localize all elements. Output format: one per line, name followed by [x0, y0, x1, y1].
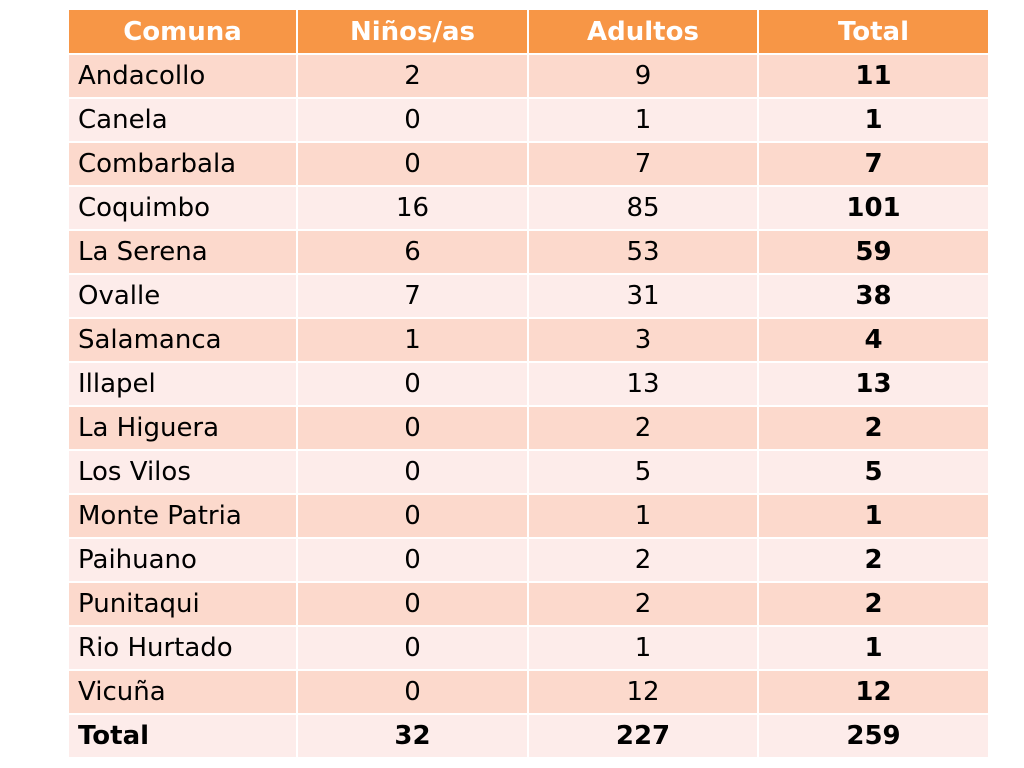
table-row: Rio Hurtado 0 1 1: [67, 625, 990, 671]
cell-total: 101: [757, 185, 990, 231]
table-row: Illapel 0 13 13: [67, 361, 990, 407]
cell-total: 12: [757, 669, 990, 715]
cell-adultos: 1: [527, 625, 759, 671]
cell-ninos: 0: [296, 581, 529, 627]
cell-ninos: 0: [296, 361, 529, 407]
totals-total: 259: [757, 713, 990, 759]
cell-adultos: 3: [527, 317, 759, 363]
table-row: Los Vilos 0 5 5: [67, 449, 990, 495]
cell-adultos: 5: [527, 449, 759, 495]
cell-ninos: 2: [296, 53, 529, 99]
cell-adultos: 2: [527, 581, 759, 627]
cell-total: 1: [757, 625, 990, 671]
cell-total: 1: [757, 493, 990, 539]
cell-adultos: 13: [527, 361, 759, 407]
cell-ninos: 0: [296, 405, 529, 451]
totals-row: Total 32 227 259: [67, 713, 990, 759]
cell-ninos: 6: [296, 229, 529, 275]
table-row: La Serena 6 53 59: [67, 229, 990, 275]
cell-adultos: 9: [527, 53, 759, 99]
cell-ninos: 0: [296, 537, 529, 583]
table-row: Coquimbo 16 85 101: [67, 185, 990, 231]
header-adultos: Adultos: [527, 8, 759, 55]
header-total: Total: [757, 8, 990, 55]
cell-total: 5: [757, 449, 990, 495]
cell-total: 7: [757, 141, 990, 187]
cell-total: 11: [757, 53, 990, 99]
cell-total: 38: [757, 273, 990, 319]
table-row: Ovalle 7 31 38: [67, 273, 990, 319]
cell-total: 2: [757, 581, 990, 627]
cell-comuna: Los Vilos: [67, 449, 298, 495]
totals-ninos: 32: [296, 713, 529, 759]
cell-comuna: Rio Hurtado: [67, 625, 298, 671]
cell-ninos: 0: [296, 449, 529, 495]
cell-comuna: Vicuña: [67, 669, 298, 715]
cell-total: 59: [757, 229, 990, 275]
cell-adultos: 2: [527, 537, 759, 583]
cell-adultos: 1: [527, 97, 759, 143]
table-row: Vicuña 0 12 12: [67, 669, 990, 715]
totals-label: Total: [67, 713, 298, 759]
cell-comuna: Monte Patria: [67, 493, 298, 539]
table-row: Andacollo 2 9 11: [67, 53, 990, 99]
cell-comuna: Punitaqui: [67, 581, 298, 627]
cell-ninos: 7: [296, 273, 529, 319]
cell-total: 2: [757, 537, 990, 583]
table-row: Canela 0 1 1: [67, 97, 990, 143]
cell-total: 4: [757, 317, 990, 363]
header-comuna: Comuna: [67, 8, 298, 55]
table-row: La Higuera 0 2 2: [67, 405, 990, 451]
table-header-row: Comuna Niños/as Adultos Total: [67, 8, 990, 55]
comunas-table: Comuna Niños/as Adultos Total Andacollo 2…: [67, 8, 990, 759]
cell-adultos: 7: [527, 141, 759, 187]
table-row: Punitaqui 0 2 2: [67, 581, 990, 627]
cell-comuna: Salamanca: [67, 317, 298, 363]
table-row: Paihuano 0 2 2: [67, 537, 990, 583]
cell-comuna: Combarbala: [67, 141, 298, 187]
cell-comuna: Andacollo: [67, 53, 298, 99]
header-ninos: Niños/as: [296, 8, 529, 55]
cell-comuna: Illapel: [67, 361, 298, 407]
cell-adultos: 31: [527, 273, 759, 319]
cell-ninos: 1: [296, 317, 529, 363]
cell-comuna: La Serena: [67, 229, 298, 275]
cell-comuna: Ovalle: [67, 273, 298, 319]
cell-ninos: 16: [296, 185, 529, 231]
table-body: Andacollo 2 9 11 Canela 0 1 1 Combarbala 0 7 7 Coqui…: [67, 53, 990, 759]
cell-ninos: 0: [296, 97, 529, 143]
cell-ninos: 0: [296, 625, 529, 671]
table-row: Monte Patria 0 1 1: [67, 493, 990, 539]
cell-ninos: 0: [296, 493, 529, 539]
totals-adultos: 227: [527, 713, 759, 759]
cell-ninos: 0: [296, 141, 529, 187]
cell-comuna: La Higuera: [67, 405, 298, 451]
cell-adultos: 53: [527, 229, 759, 275]
cell-adultos: 12: [527, 669, 759, 715]
cell-total: 13: [757, 361, 990, 407]
cell-adultos: 85: [527, 185, 759, 231]
cell-adultos: 2: [527, 405, 759, 451]
cell-total: 1: [757, 97, 990, 143]
cell-comuna: Canela: [67, 97, 298, 143]
cell-total: 2: [757, 405, 990, 451]
table-row: Salamanca 1 3 4: [67, 317, 990, 363]
table-row: Combarbala 0 7 7: [67, 141, 990, 187]
cell-comuna: Coquimbo: [67, 185, 298, 231]
cell-comuna: Paihuano: [67, 537, 298, 583]
cell-ninos: 0: [296, 669, 529, 715]
cell-adultos: 1: [527, 493, 759, 539]
